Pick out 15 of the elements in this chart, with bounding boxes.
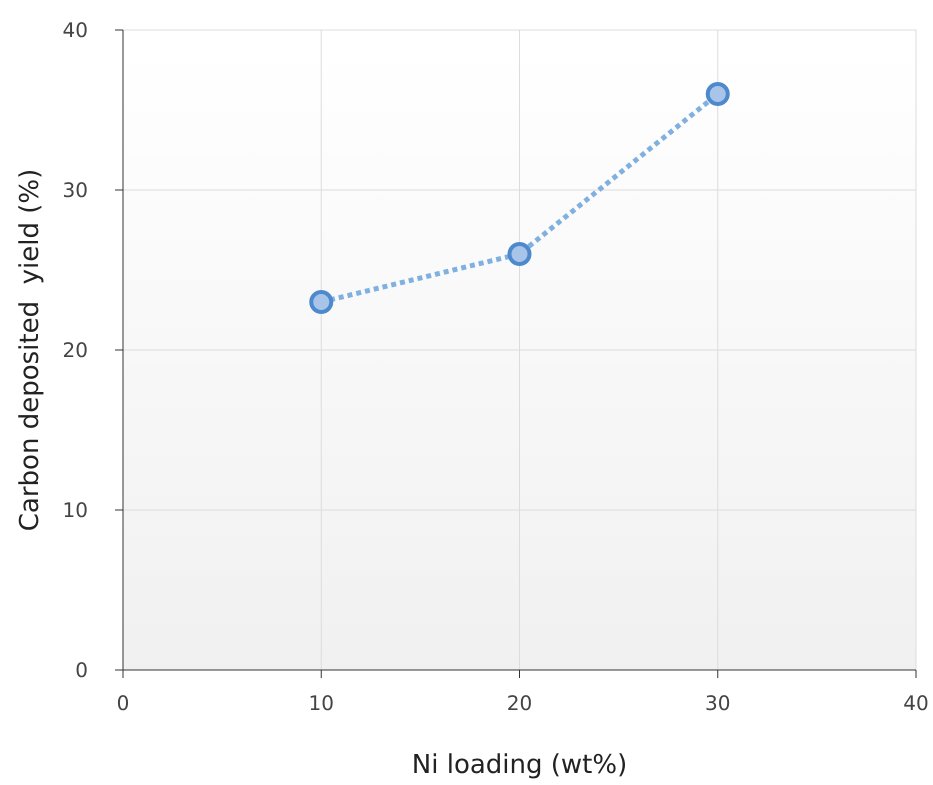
x-tick-label: 30 <box>705 691 730 715</box>
y-tick-label: 0 <box>75 658 88 682</box>
x-axis-title: Ni loading (wt%) <box>412 750 628 780</box>
y-tick-label: 20 <box>62 338 88 362</box>
x-tick-label: 0 <box>116 691 130 715</box>
x-tick-label: 10 <box>308 691 334 715</box>
point <box>309 290 334 314</box>
point <box>706 82 730 106</box>
x-tick-label: 40 <box>903 691 929 715</box>
y-tick-label: 30 <box>62 178 88 202</box>
y-axis-title: Carbon deposited yield (%) <box>15 168 45 532</box>
point <box>508 242 532 266</box>
y-tick-label: 40 <box>62 18 88 42</box>
y-tick-label: 10 <box>62 498 88 522</box>
x-tick-label: 20 <box>506 691 532 715</box>
